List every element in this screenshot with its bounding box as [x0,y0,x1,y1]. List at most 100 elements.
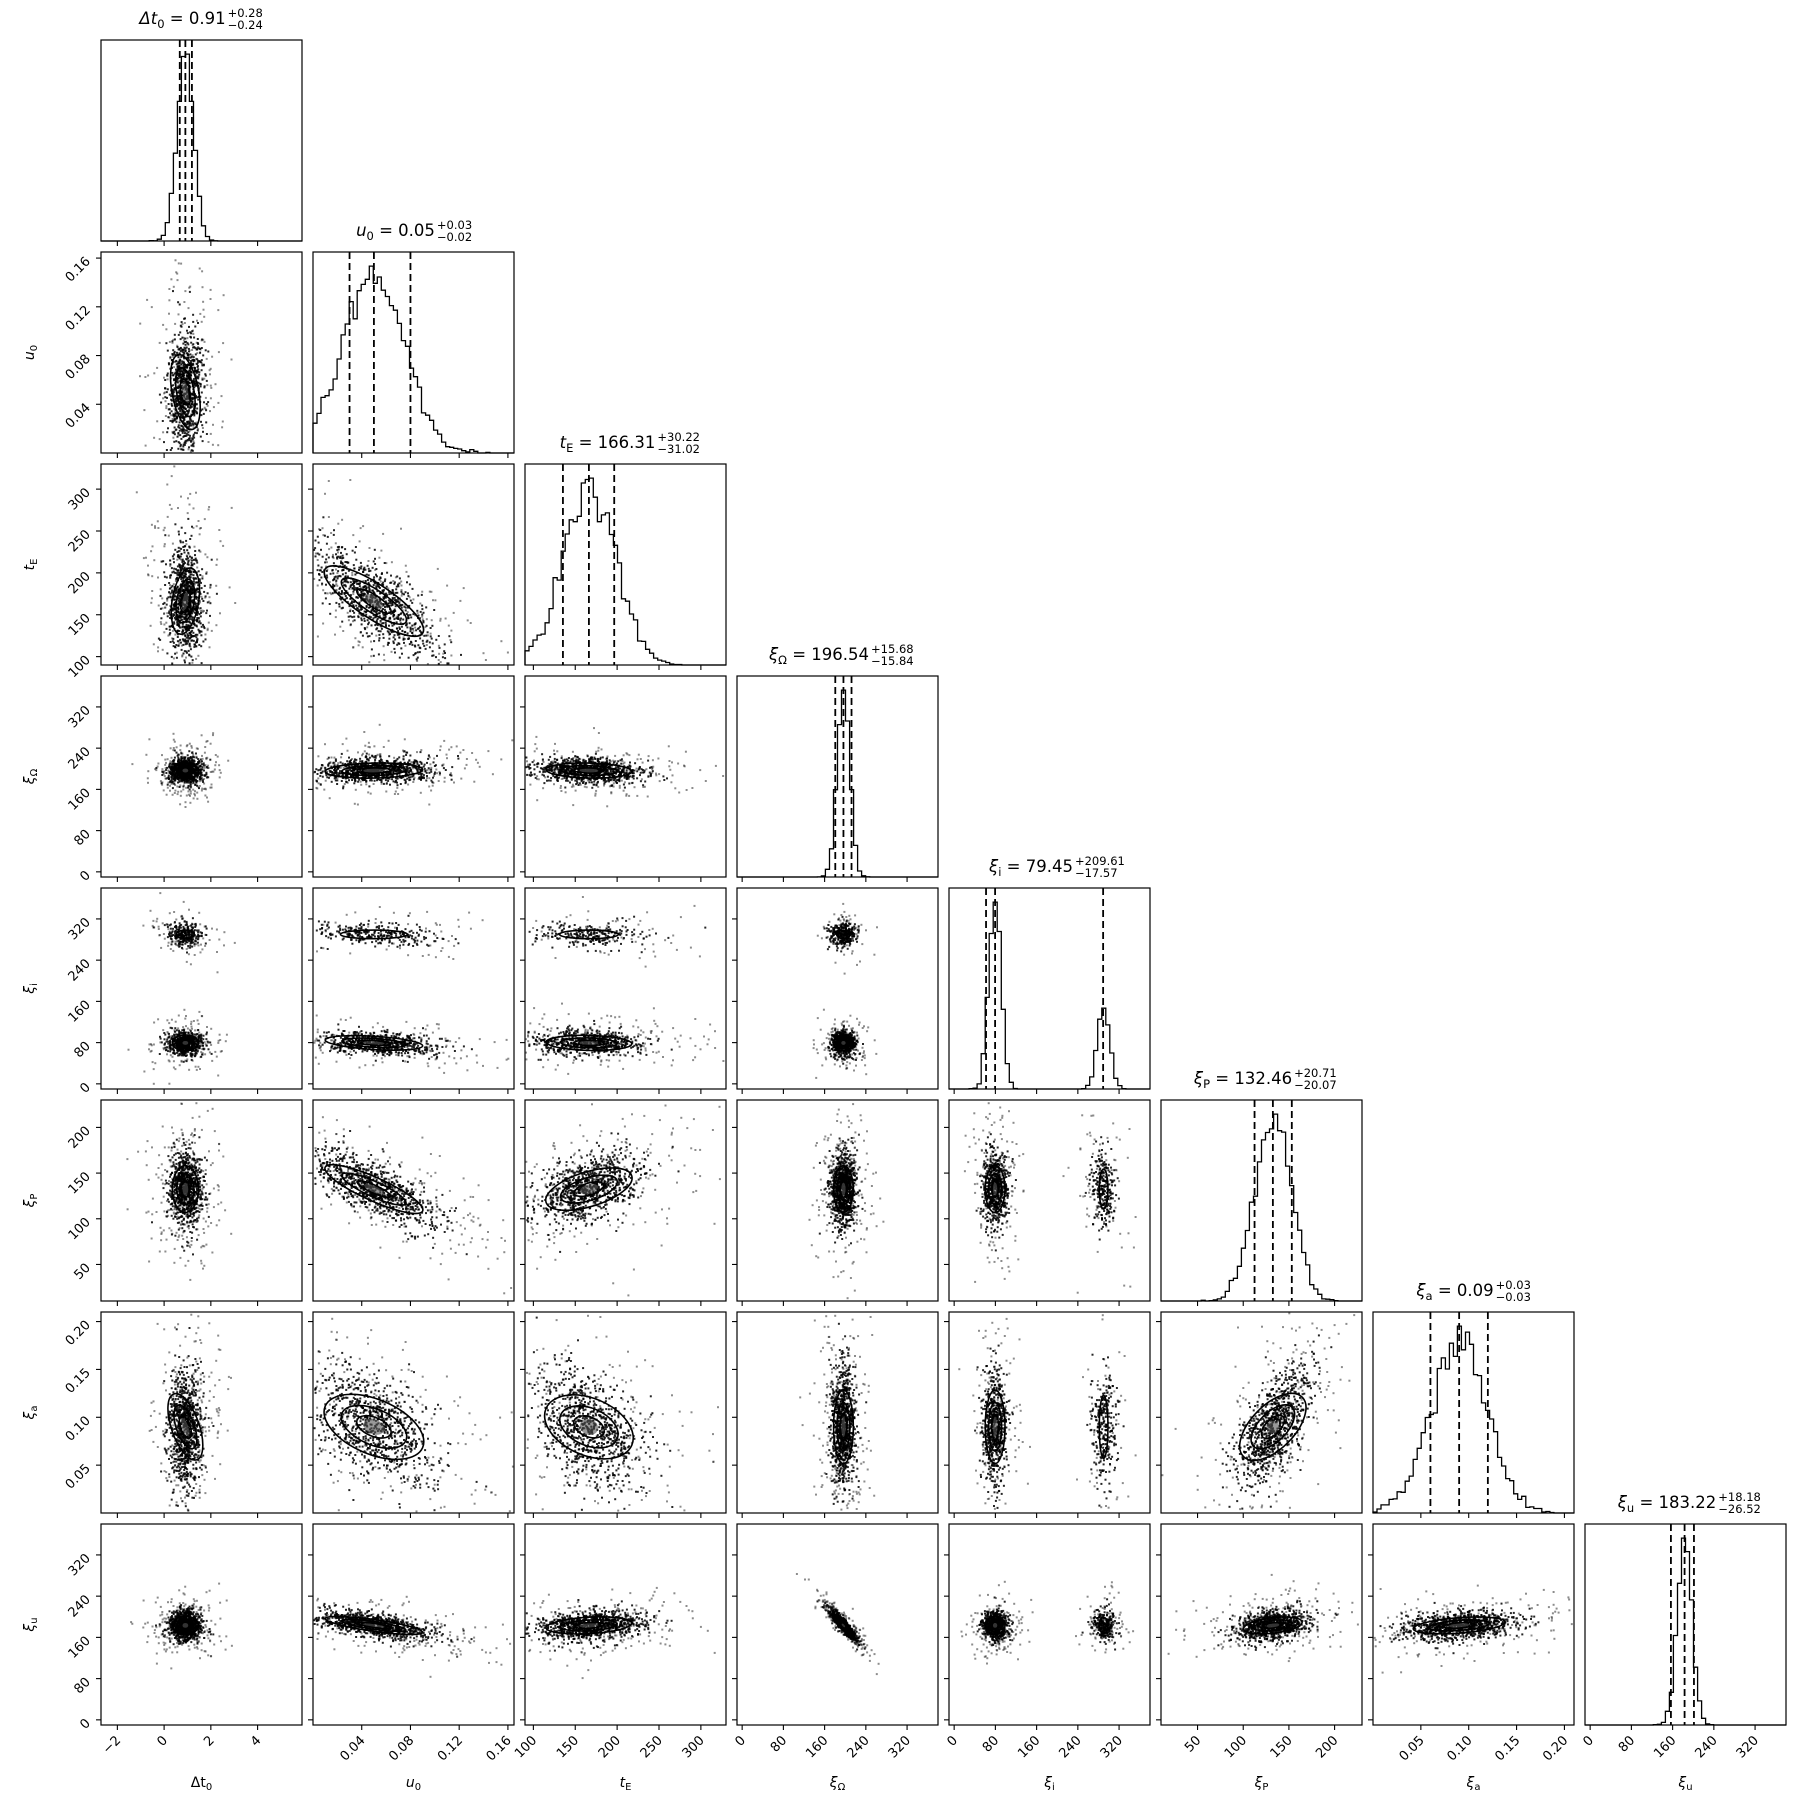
sample-point [144,444,147,447]
sample-point [181,596,184,599]
sample-point [186,409,188,412]
sample-point [405,622,408,625]
sample-point [192,346,195,349]
sample-point [165,449,168,451]
sample-point [178,442,181,445]
sample-point [376,613,379,616]
sample-point [178,396,180,399]
sample-point [339,625,342,628]
sample-point [349,594,352,597]
sample-point [368,753,371,756]
sample-point [178,769,181,772]
sample-point [181,597,184,600]
sample-point [360,565,363,568]
sample-point [446,662,449,665]
sample-point [170,395,173,398]
sample-point [169,789,171,792]
sample-point [333,577,336,580]
sample-point [193,562,196,565]
sample-point [192,610,195,613]
sample-point [171,640,174,643]
sample-point [212,406,215,409]
sample-point [437,635,440,637]
sample-point [187,625,190,628]
sample-point [388,593,391,596]
sample-point [197,761,200,764]
sample-point [334,609,337,612]
scatter-panel-tE-vs-u0 [308,463,515,670]
sample-point [189,353,192,356]
sample-point [183,609,186,611]
sample-point [179,347,182,349]
sample-point [437,659,440,661]
sample-point [403,778,406,781]
sample-point [193,436,196,439]
sample-point [202,640,205,643]
sample-point [491,773,494,776]
sample-point [165,328,168,331]
sample-point [175,271,178,274]
sample-point [425,606,428,609]
sample-point [147,781,149,784]
sample-point [321,775,324,778]
sample-point [196,639,199,642]
sample-point [363,586,365,589]
sample-point [194,790,196,793]
sample-point [337,551,339,554]
sample-point [185,656,187,659]
sample-point [176,403,179,406]
sample-point [182,620,185,623]
sample-point [179,803,182,806]
sample-point [348,587,351,590]
sample-point [172,338,175,341]
sample-point [173,740,176,743]
sample-point [193,619,196,622]
sample-point [197,520,200,522]
sample-point [373,576,376,579]
sample-point [392,615,395,617]
sample-point [392,642,395,645]
sample-point [186,353,189,356]
sample-point [187,757,190,760]
sample-point [187,364,190,367]
sample-point [175,568,177,571]
sample-point [204,396,207,399]
sample-point [171,404,173,407]
sample-point [176,636,179,638]
sample-point [160,617,163,620]
sample-point [195,410,198,413]
sample-point [189,450,192,453]
sample-point [192,635,195,638]
sample-point [200,409,202,412]
sample-point [398,628,401,630]
sample-point [182,785,185,788]
sample-point [203,769,205,772]
sample-point [179,434,182,437]
sample-point [203,315,206,318]
sample-point [442,767,445,770]
sample-point [182,541,185,544]
sample-point [379,599,382,602]
sample-point [360,783,363,786]
sample-point [186,754,189,757]
sample-point [189,404,192,407]
sample-point [174,779,177,782]
sample-point [203,782,206,785]
sample-point [181,599,184,602]
sample-point [177,753,180,756]
density-core [182,592,189,611]
hist-panel-dt0: Δt0 = 0.91 +0.28−0.24 [100,6,303,246]
sample-point [390,612,393,615]
sample-point [374,568,377,571]
sample-point [214,754,217,756]
sample-point [373,582,376,585]
sample-point [324,597,327,600]
sample-point [444,657,447,660]
sample-point [182,420,185,423]
sample-point [400,594,403,597]
sample-point [187,553,190,556]
sample-point [167,403,170,405]
sample-point [191,639,194,642]
sample-point [200,630,203,633]
sample-point [421,618,424,621]
